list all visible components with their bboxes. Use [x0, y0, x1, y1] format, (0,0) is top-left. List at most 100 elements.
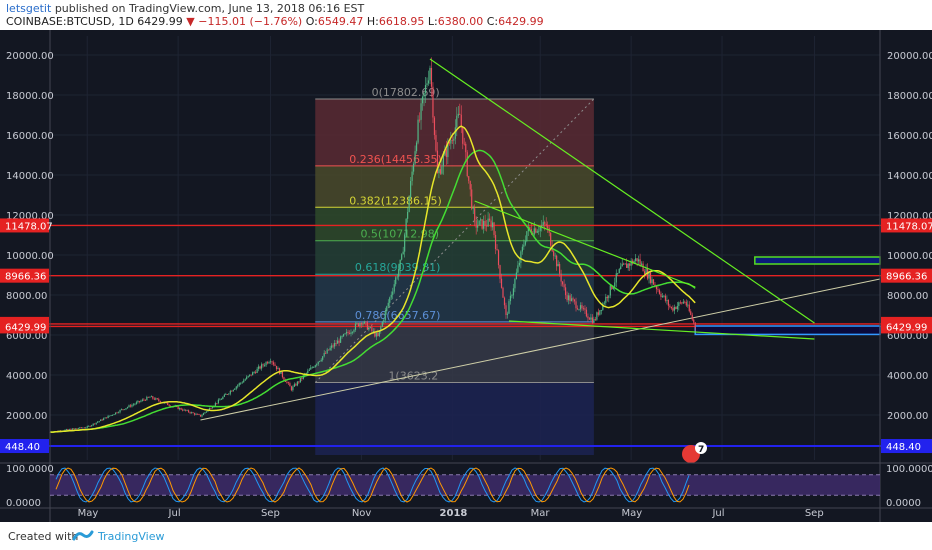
candle-body [350, 332, 352, 334]
candle-body [77, 428, 79, 430]
candle-body [134, 403, 136, 405]
candle-body [417, 119, 419, 143]
candle-body [111, 414, 114, 416]
candle-body [691, 314, 693, 320]
candle-body [542, 222, 544, 226]
candle-body [579, 305, 582, 310]
candle-body [600, 309, 602, 311]
candle-body [651, 279, 653, 283]
candle-body [687, 304, 689, 306]
candle-body [593, 319, 595, 323]
candle-body [438, 169, 440, 173]
candle-body [378, 330, 380, 336]
candle-body [298, 381, 300, 383]
candle-body [65, 429, 67, 430]
candle-body [639, 259, 641, 265]
candle-body [103, 418, 105, 421]
candle-body [229, 390, 231, 394]
candle-body [411, 171, 413, 181]
candle-body [123, 409, 126, 411]
candle-body [193, 413, 196, 415]
candle-body [307, 370, 309, 374]
candle-body [322, 356, 324, 360]
candle-body [345, 331, 348, 334]
candle-body [514, 279, 516, 289]
candle-body [268, 362, 270, 364]
candle-body [235, 386, 237, 389]
candle-body [380, 326, 382, 331]
candle-body [356, 323, 358, 324]
candle-body [486, 225, 488, 227]
candle-body [265, 362, 267, 366]
candle-body [362, 323, 364, 325]
candle-body [578, 309, 580, 311]
candle-body [119, 409, 121, 413]
candle-body [198, 414, 200, 416]
level-badge-right [881, 268, 932, 283]
candle-body [488, 218, 491, 221]
candle-body [180, 408, 182, 410]
candle-body [320, 359, 322, 361]
fib-level-label: 0.236(14456.35) [349, 153, 442, 166]
candle-body [302, 375, 304, 379]
stoch-tick-label-right: 0.0000 [886, 498, 921, 509]
tradingview-brand[interactable]: TradingView [98, 530, 165, 543]
candle-body [186, 410, 188, 412]
candle-body [469, 180, 471, 190]
stoch-k-line [55, 467, 690, 503]
candle-body [310, 367, 312, 370]
candle-body [377, 332, 379, 336]
level-badge-left [0, 268, 49, 283]
y-tick-label-left: 20000.00 [6, 51, 54, 62]
candle-body [468, 176, 470, 181]
candle-body [567, 295, 570, 301]
candle-body [375, 332, 377, 337]
candle-body [100, 419, 102, 422]
candle-body [259, 366, 261, 369]
candle-body [331, 345, 333, 348]
candle-body [319, 360, 321, 362]
candle-body [407, 211, 409, 219]
candle-body [483, 220, 485, 229]
candle-body [150, 396, 152, 398]
candle-body [231, 390, 233, 392]
level-badge-right [881, 319, 932, 334]
candle-body [64, 429, 66, 431]
candle-body [336, 340, 339, 344]
candle-body [515, 272, 518, 280]
x-tick-label: May [622, 508, 643, 519]
candle-body [80, 427, 82, 429]
candle-body [110, 415, 112, 416]
candle-body [635, 258, 637, 261]
created-with-text: Created with [8, 530, 79, 543]
candle-body [168, 405, 170, 406]
candle-body [293, 384, 295, 387]
candle-body [465, 143, 467, 153]
chart-area[interactable]: 0(17802.69) 0.236(14456.35) 0.382(12386.15… [0, 30, 932, 522]
level-badge-label-right: 8966.36 [886, 272, 927, 283]
candle-body [550, 232, 552, 246]
candle-body [98, 421, 100, 422]
candle-body [210, 408, 212, 409]
candle-body [480, 219, 482, 221]
y-tick-label-right: 10000.00 [887, 251, 932, 262]
candle-body [252, 372, 254, 376]
candle-body [690, 311, 692, 315]
candle-body [412, 163, 415, 172]
candle-body [126, 407, 129, 409]
fib-zone [315, 274, 594, 322]
username-link[interactable]: letsgetit [6, 2, 52, 15]
candle-body [222, 396, 224, 400]
candle-body [138, 401, 141, 402]
candle-body [500, 278, 503, 288]
candle-body [642, 263, 644, 272]
candle-body [95, 422, 97, 425]
candle-body [91, 425, 93, 427]
candle-body [71, 428, 73, 430]
candle-body [596, 312, 598, 320]
candle-body [408, 197, 410, 212]
price-chart-svg[interactable]: 0(17802.69) 0.236(14456.35) 0.382(12386.15… [0, 30, 932, 522]
candle-body [234, 388, 236, 390]
candle-body [86, 426, 88, 428]
candle-body [623, 263, 625, 265]
